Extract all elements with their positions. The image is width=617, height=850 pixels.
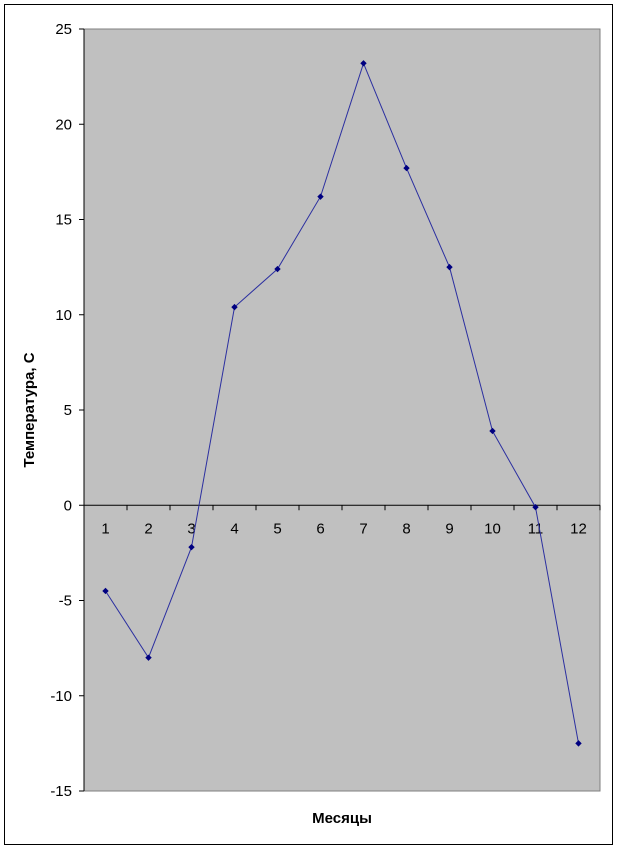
x-tick-label: 2 [144,520,152,537]
x-tick-label: 8 [402,520,410,537]
y-tick-label: -5 [59,593,72,610]
y-axis-title: Температура, С [21,352,38,467]
x-tick-label: 7 [359,520,367,537]
data-point [145,654,152,661]
y-axis: 25 20 15 10 5 0 -5 -10 -15 [50,21,85,800]
y-tick-label: 20 [55,116,72,133]
plot-area [83,28,601,792]
data-point [446,263,453,271]
x-tick-label: 9 [445,520,453,537]
x-tick-label: 6 [316,520,324,537]
data-point [102,587,109,595]
y-tick-label: -10 [50,688,72,705]
data-point [317,193,324,200]
x-tick-label: 12 [570,520,587,537]
data-point [403,164,410,172]
data-point [489,427,496,435]
x-tick-label: 1 [101,520,109,537]
x-tick-label: 11 [528,520,544,537]
y-tick-label: 25 [55,21,72,38]
y-tick-label: 15 [55,212,72,229]
x-axis-title: Месяцы [312,810,372,827]
x-tick-label: 10 [484,520,501,537]
x-tick-label: 3 [187,520,195,537]
data-point [274,265,281,273]
data-point [188,543,195,551]
y-tick-label: -15 [50,783,72,800]
y-tick-label: 10 [55,307,72,324]
x-tick-label: 5 [273,520,281,537]
data-point [532,503,539,511]
data-point [231,303,238,311]
y-tick-label: 5 [64,402,72,419]
x-tick-label: 4 [230,520,238,537]
x-axis: 1 2 3 4 5 6 7 8 9 10 11 12 [83,504,601,537]
data-point [575,740,582,747]
series-line [105,61,579,744]
y-tick-label: 0 [64,497,72,514]
data-point [360,60,367,67]
series-layer [102,60,582,747]
